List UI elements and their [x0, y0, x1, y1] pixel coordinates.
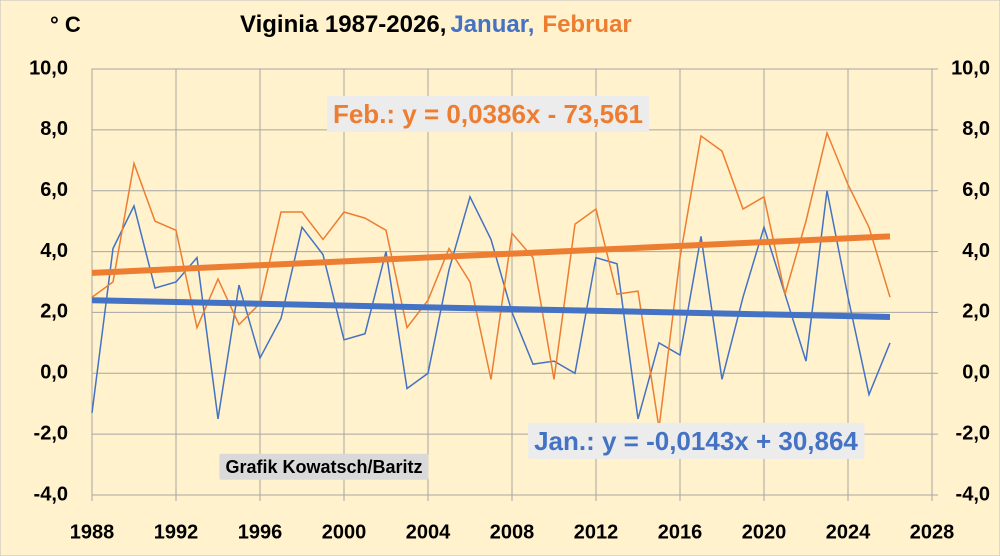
title-main: Viginia 1987-2026,	[240, 11, 446, 38]
y-tick-label: 10,0	[29, 57, 68, 79]
y2-tick-label: 4,0	[962, 240, 990, 262]
annotation-box	[219, 453, 429, 480]
y2-tick-label: 10,0	[951, 57, 990, 79]
x-tick-label: 2008	[490, 521, 535, 543]
y-tick-label: -2,0	[34, 422, 68, 444]
annotation-group: Grafik Kowatsch/Baritz	[219, 453, 429, 480]
annotation: Feb.: y = 0,0386x - 73,561	[333, 99, 643, 129]
x-tick-label: 2016	[658, 521, 703, 543]
annotation-group: Feb.: y = 0,0386x - 73,561	[326, 95, 650, 132]
data-line	[91, 130, 891, 429]
y-tick-label: 4,0	[40, 240, 68, 262]
annotation: Grafik Kowatsch/Baritz	[225, 457, 422, 477]
data-line	[91, 190, 891, 420]
x-tick-label: 2020	[742, 521, 787, 543]
y-tick-label: 2,0	[40, 301, 68, 323]
x-tick-label: 1988	[70, 521, 115, 543]
x-tick-label: 1996	[238, 521, 283, 543]
x-tick-label: 2012	[574, 521, 619, 543]
y-tick-label: 0,0	[40, 362, 68, 384]
title-feb: Februar	[542, 11, 631, 38]
annotation-group: Jan.: y = -0,0143x + 30,864	[528, 422, 865, 459]
y-tick-label: 6,0	[40, 179, 68, 201]
y2-tick-label: -4,0	[956, 483, 990, 505]
y2-tick-label: -2,0	[956, 422, 990, 444]
annotation-box	[528, 422, 865, 459]
chart-title: Viginia 1987-2026, Januar, Februar	[240, 11, 632, 38]
annotation: Jan.: y = -0,0143x + 30,864	[534, 426, 858, 456]
trend-line	[91, 297, 891, 320]
y2-tick-label: 2,0	[962, 301, 990, 323]
y2-tick-label: 6,0	[962, 179, 990, 201]
y-tick-label: 8,0	[40, 118, 68, 140]
trend-line	[91, 233, 891, 276]
x-tick-label: 2024	[826, 521, 871, 543]
annotation-box	[326, 95, 650, 132]
y-tick-label: -4,0	[34, 483, 68, 505]
x-tick-label: 2028	[910, 521, 955, 543]
title-jan: Januar,	[450, 11, 534, 38]
y2-tick-label: 8,0	[962, 118, 990, 140]
y2-tick-label: 0,0	[962, 362, 990, 384]
y-axis-label: ° C	[50, 12, 81, 37]
x-tick-label: 2000	[322, 521, 367, 543]
x-tick-label: 1992	[154, 521, 199, 543]
x-tick-label: 2004	[406, 521, 451, 543]
